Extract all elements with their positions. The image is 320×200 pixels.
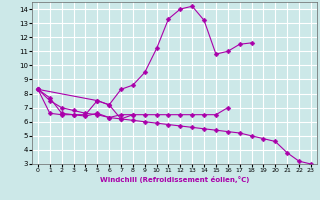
X-axis label: Windchill (Refroidissement éolien,°C): Windchill (Refroidissement éolien,°C) [100,176,249,183]
